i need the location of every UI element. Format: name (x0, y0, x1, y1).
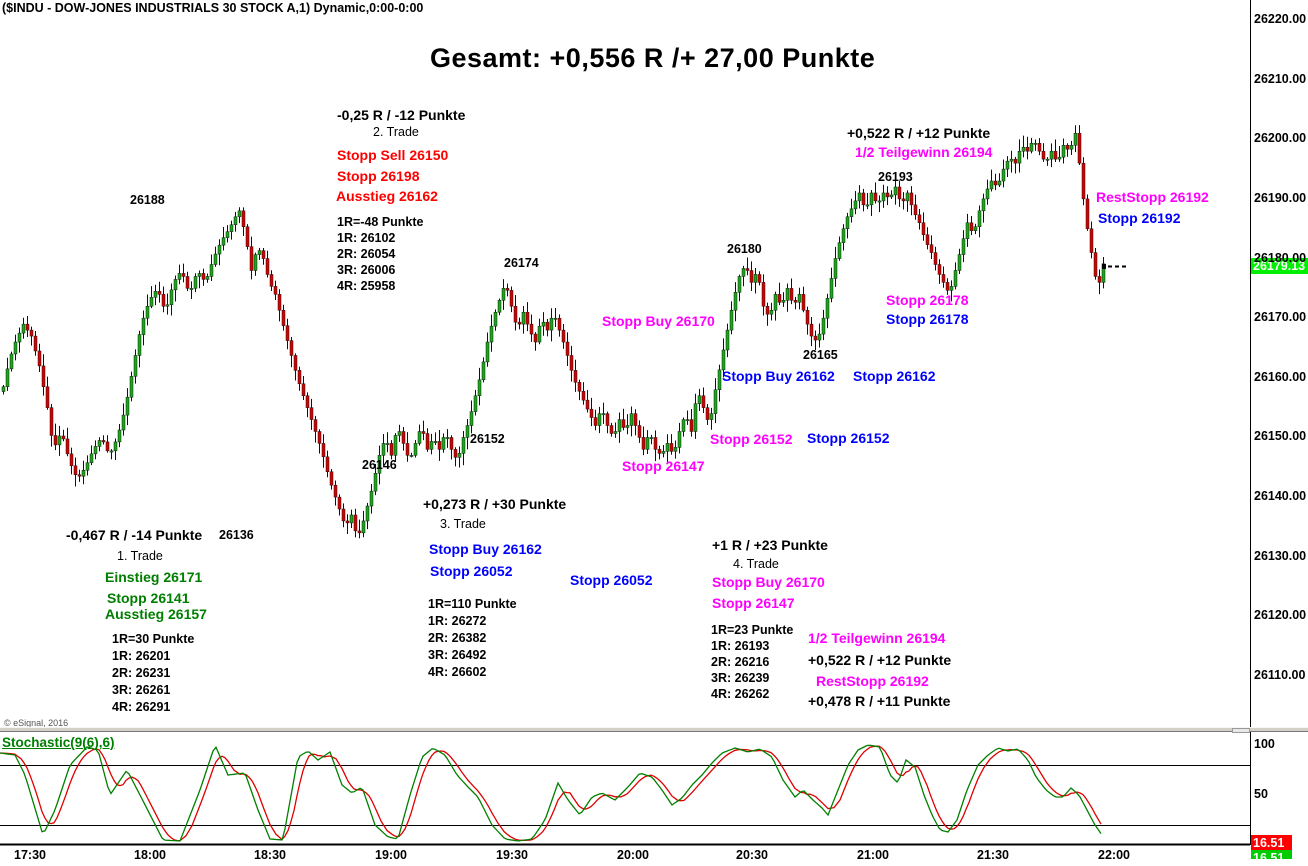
trade-annotation-trade4: 1R: 26193 (711, 639, 770, 653)
total-result-title: Gesamt: +0,556 R /+ 27,00 Punkte (430, 43, 876, 73)
trade-annotation-trade3: 4R: 26602 (428, 665, 487, 679)
swing-price-label: 26165 (803, 348, 838, 362)
splitter-handle-icon[interactable] (1232, 728, 1250, 733)
swing-price-label: 26174 (504, 256, 539, 270)
trade-annotation-trade2: 4R: 25958 (337, 279, 396, 293)
trade-annotation-trade4: 2R: 26216 (711, 655, 770, 669)
price-tick-label: 26150.00 (1254, 429, 1307, 444)
swing-price-label: 26188 (130, 193, 165, 207)
price-tick-label: 26190.00 (1254, 190, 1307, 205)
price-tick-label: 26120.00 (1254, 608, 1307, 623)
stoch-tick-label: 100 (1254, 737, 1275, 751)
price-tick-label: 26170.00 (1254, 310, 1307, 325)
trade-annotation-trade4: 4. Trade (733, 557, 779, 571)
esignal-copyright: © eSignal, 2016 (4, 718, 69, 728)
trade-annotation-mid: Stopp 26178 (886, 311, 969, 327)
trade-annotation-trade3: 3R: 26492 (428, 648, 487, 662)
trade-annotation-trade3: 1R=110 Punkte (428, 597, 517, 611)
trade-annotation-trade1: -0,467 R / -14 Punkte (66, 527, 203, 543)
trade-annotation-trade4: +0,522 R / +12 Punkte (808, 652, 952, 668)
trade-annotation-trade4: RestStopp 26192 (816, 673, 929, 689)
trade-annotation-trade2: 1R: 26102 (337, 231, 396, 245)
swing-price-label: 26193 (878, 170, 913, 184)
trade-annotation-mid: Stopp 26152 (710, 431, 793, 447)
current-price-tag: 26179.13 (1251, 258, 1308, 274)
trade-annotation-trade4: 3R: 26239 (711, 671, 770, 685)
trade-annotation-trade3: Stopp 26052 (430, 563, 513, 579)
symbol-title-bar: ($INDU - DOW-JONES INDUSTRIALS 30 STOCK … (2, 1, 424, 15)
trade-annotation-mid: Stopp 26162 (853, 368, 936, 384)
trade-annotation-trade4: 1/2 Teilgewinn 26194 (808, 630, 946, 646)
price-tick-label: 26200.00 (1254, 131, 1307, 146)
trade-annotation-mid: Stopp 26178 (886, 292, 969, 308)
trade-annotation-trade2: 1R=-48 Punkte (337, 215, 424, 229)
time-tick-label: 17:30 (14, 848, 46, 862)
trade-annotation-trade2: Ausstieg 26162 (336, 188, 438, 204)
trade-annotation-topright: +0,522 R / +12 Punkte (847, 125, 991, 141)
trade-annotation-trade1: 3R: 26261 (112, 683, 171, 697)
trade-annotation-trade4: +0,478 R / +11 Punkte (808, 693, 951, 709)
time-tick-label: 19:00 (375, 848, 407, 862)
price-tick-label: 26220.00 (1254, 12, 1307, 26)
trade-annotation-trade2: 3R: 26006 (337, 263, 396, 277)
trade-annotation-trade4: Stopp 26147 (712, 595, 795, 611)
trade-annotation-mid: Stopp 26152 (807, 430, 890, 446)
trade-annotation-mid: Stopp Buy 26170 (602, 313, 715, 329)
trade-annotation-trade3: 2R: 26382 (428, 631, 487, 645)
trade-annotation-trade2: 2R: 26054 (337, 247, 396, 261)
trade-annotation-trade2: -0,25 R / -12 Punkte (337, 107, 466, 123)
stoch-tick-label: 50 (1254, 787, 1268, 801)
stochastic-current-value-tag: 16.51 (1251, 835, 1292, 850)
trade-annotation-trade1: 1R: 26201 (112, 649, 171, 663)
time-tick-label: 18:30 (254, 848, 286, 862)
trade-annotation-trade2: Stopp Sell 26150 (337, 147, 449, 163)
price-tick-label: 26210.00 (1254, 71, 1307, 86)
trade-annotation-trade1: 1R=30 Punkte (112, 632, 195, 646)
swing-price-label: 26152 (470, 432, 505, 446)
trade-annotation-trade1: Ausstieg 26157 (105, 606, 207, 622)
trade-annotation-topright: Stopp 26192 (1098, 210, 1181, 226)
panel-splitter[interactable] (0, 727, 1308, 733)
trade-annotation-trade1: Stopp 26141 (107, 590, 190, 606)
time-tick-label: 18:00 (134, 848, 166, 862)
trade-annotation-trade3: 3. Trade (440, 517, 486, 531)
price-tick-label: 26180.00 (1254, 250, 1307, 265)
trade-annotation-trade4: 4R: 26262 (711, 687, 770, 701)
time-tick-label: 22:00 (1098, 848, 1130, 862)
time-tick-label: 20:00 (617, 848, 649, 862)
trade-annotation-mid: Stopp Buy 26162 (722, 368, 835, 384)
trade-annotation-trade4: Stopp Buy 26170 (712, 574, 825, 590)
stochastic-indicator-label[interactable]: Stochastic(9(6),6) (2, 735, 115, 750)
trade-annotation-trade1: 1. Trade (117, 549, 163, 563)
trade-annotation-mid: Stopp 26147 (622, 458, 705, 474)
price-tick-label: 26110.00 (1254, 668, 1306, 682)
trade-annotation-trade3: 1R: 26272 (428, 614, 487, 628)
swing-price-label: 26180 (727, 242, 762, 256)
trade-annotation-trade4: 1R=23 Punkte (711, 623, 794, 637)
trade-annotation-trade3: +0,273 R / +30 Punkte (423, 496, 567, 512)
trade-annotation-trade4: +1 R / +23 Punkte (712, 537, 828, 553)
trade-annotation-trade2: 2. Trade (373, 125, 419, 139)
trade-annotation-trade3: Stopp Buy 26162 (429, 541, 542, 557)
trade-annotation-trade1: 2R: 26231 (112, 666, 171, 680)
price-tick-label: 26140.00 (1254, 489, 1307, 504)
trade-annotation-trade2: Stopp 26198 (337, 168, 420, 184)
time-tick-label: 19:30 (496, 848, 528, 862)
trade-annotation-trade1: 4R: 26291 (112, 700, 171, 714)
trade-annotation-topright: 1/2 Teilgewinn 26194 (855, 144, 993, 160)
stochastic-current-value-tag-secondary: 16.51 (1251, 850, 1292, 859)
trade-annotation-trade3: Stopp 26052 (570, 572, 653, 588)
swing-price-label: 26136 (219, 528, 254, 542)
price-tick-label: 26160.00 (1254, 369, 1307, 384)
time-tick-label: 21:00 (857, 848, 889, 862)
swing-price-label: 26146 (362, 458, 397, 472)
trade-annotation-trade1: Einstieg 26171 (105, 569, 203, 585)
trade-annotation-topright: RestStopp 26192 (1096, 189, 1209, 205)
price-tick-label: 26130.00 (1254, 548, 1307, 563)
time-tick-label: 20:30 (736, 848, 768, 862)
time-tick-label: 21:30 (977, 848, 1009, 862)
